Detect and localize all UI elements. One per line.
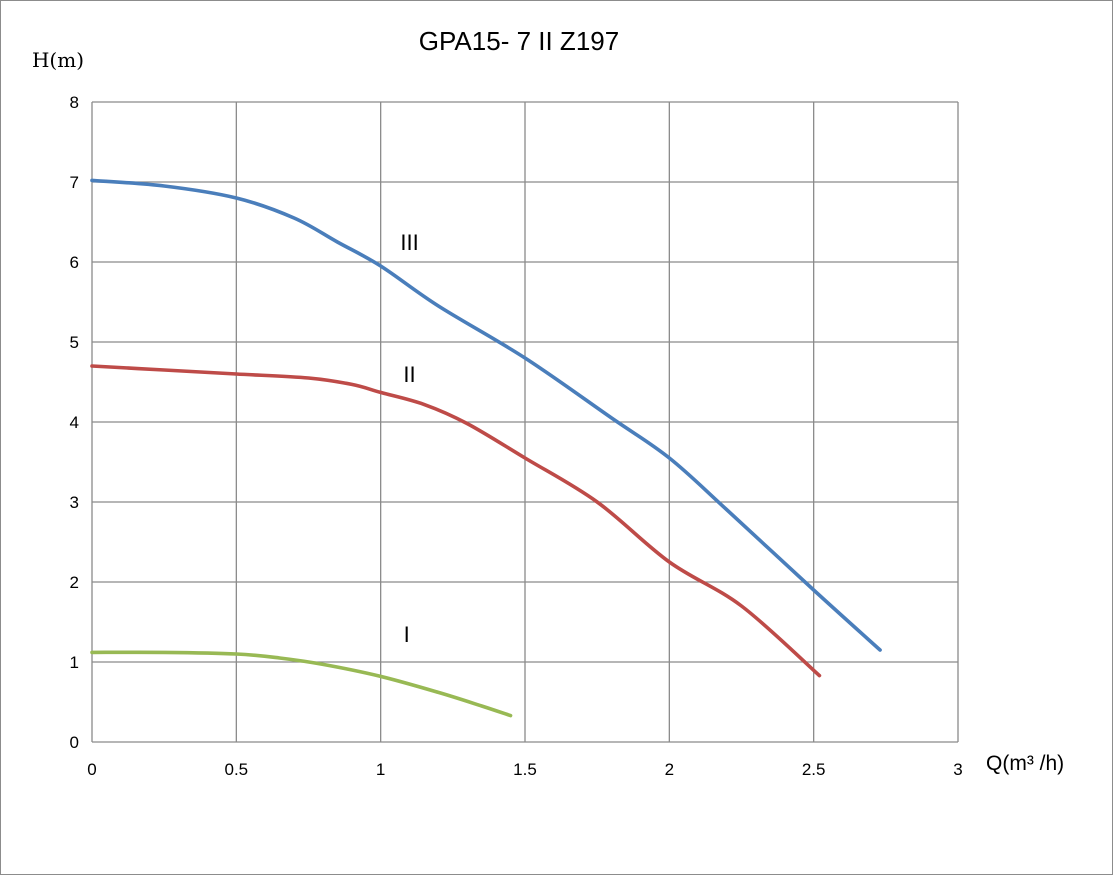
curve-label-ii: II	[403, 362, 415, 387]
x-tick-label: 1	[376, 760, 385, 779]
x-tick-label: 0	[87, 760, 96, 779]
x-tick-label: 2.5	[802, 760, 826, 779]
grid-layer	[92, 102, 958, 742]
y-tick-label: 3	[70, 493, 79, 512]
x-tick-label: 0.5	[225, 760, 249, 779]
tick-layer: 0 0.5 1 1.5 2 2.5 3 0 1 2 3 4 5 6 7 8	[70, 93, 963, 779]
curve-label-iii: III	[400, 230, 418, 255]
y-axis-label: H(m)	[32, 48, 84, 72]
series-line-ii	[92, 366, 819, 676]
y-tick-label: 4	[70, 413, 79, 432]
x-tick-label: 1.5	[513, 760, 537, 779]
curve-label-i: I	[404, 622, 410, 647]
series-layer	[92, 180, 880, 715]
x-axis-label: Q(m³ /h)	[986, 752, 1064, 775]
series-line-iii	[92, 180, 880, 650]
y-tick-label: 8	[70, 93, 79, 112]
y-tick-label: 5	[70, 333, 79, 352]
y-tick-label: 2	[70, 573, 79, 592]
y-tick-label: 6	[70, 253, 79, 272]
x-tick-label: 2	[665, 760, 674, 779]
y-tick-label: 7	[70, 173, 79, 192]
x-tick-label: 3	[953, 760, 962, 779]
chart-title: GPA15- 7 II Z197	[419, 26, 619, 56]
y-tick-label: 0	[70, 733, 79, 752]
y-tick-label: 1	[70, 653, 79, 672]
